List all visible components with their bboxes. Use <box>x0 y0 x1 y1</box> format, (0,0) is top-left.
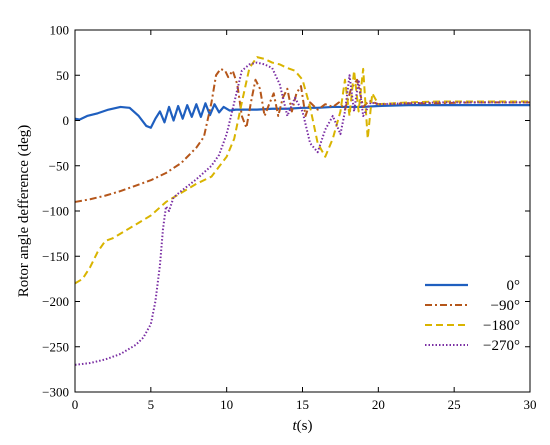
y-tick-label-7: 50 <box>56 68 69 83</box>
x-tick-label-1: 5 <box>148 397 155 412</box>
x-tick-label-6: 30 <box>524 397 537 412</box>
legend-label-1: −90° <box>491 298 520 314</box>
y-tick-label-2: −200 <box>42 294 69 309</box>
series-line-2 <box>74 56 530 285</box>
ticks-layer: 0 5 10 15 20 25 30 −300 −250 −200 −150 −100 −50 0 50 10… <box>42 23 536 413</box>
x-tick-label-5: 25 <box>448 397 461 412</box>
legend-label-2: −180° <box>483 318 520 334</box>
series-line-1 <box>74 67 530 203</box>
y-tick-label-0: −300 <box>42 385 69 400</box>
x-tick-label-3: 15 <box>296 397 309 412</box>
x-tick-label-2: 10 <box>220 397 233 412</box>
y-tick-label-3: −150 <box>42 249 69 264</box>
legend: 0° −90° −180° −270° <box>425 278 520 354</box>
y-tick-label-8: 100 <box>50 23 70 38</box>
plot-frame <box>74 29 531 393</box>
y-axis-label: Rotor angle defference (deg) <box>16 125 32 298</box>
x-axis-label-variable: t <box>293 418 298 434</box>
legend-label-3: −270° <box>483 338 520 354</box>
y-tick-label-5: −50 <box>49 158 69 173</box>
x-axis-label: t(s) <box>293 418 313 434</box>
x-tick-label-4: 20 <box>372 397 385 412</box>
series-line-0 <box>74 102 530 129</box>
series-layer <box>74 56 530 366</box>
x-tick-label-0: 0 <box>72 397 79 412</box>
legend-label-0: 0° <box>507 278 521 294</box>
y-tick-label-6: 0 <box>63 113 70 128</box>
y-tick-label-4: −100 <box>42 204 69 219</box>
y-tick-label-1: −250 <box>42 339 69 354</box>
x-axis-label-unit: (s) <box>297 418 313 434</box>
